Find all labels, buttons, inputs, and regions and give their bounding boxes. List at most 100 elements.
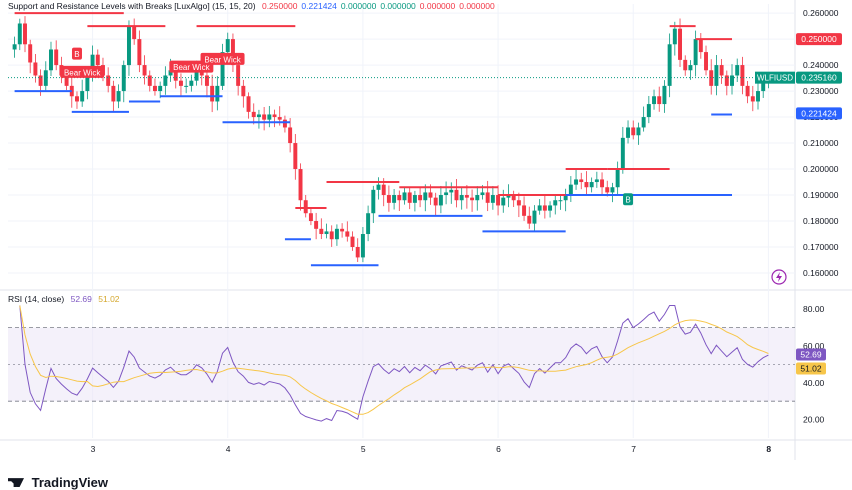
time-tick-label: 3 bbox=[91, 444, 96, 454]
price-tick-label: 0.210000 bbox=[803, 138, 839, 148]
candle-body bbox=[33, 62, 38, 76]
chart-label-box bbox=[623, 193, 634, 206]
candle-body bbox=[381, 184, 386, 196]
candle bbox=[496, 185, 501, 216]
candle-body bbox=[137, 39, 142, 66]
candle-body bbox=[184, 85, 189, 87]
candle-body bbox=[568, 184, 573, 196]
candle bbox=[350, 231, 355, 251]
candle bbox=[438, 185, 443, 214]
candle-body bbox=[371, 189, 376, 214]
candle-body bbox=[147, 75, 152, 86]
candle-body bbox=[230, 39, 235, 66]
candle-body bbox=[490, 195, 495, 203]
candle bbox=[12, 36, 17, 58]
candle-body bbox=[376, 184, 381, 190]
candle bbox=[454, 179, 459, 208]
price-badge-text: 0.235160 bbox=[801, 73, 837, 83]
chart-label-text: B bbox=[625, 196, 630, 205]
candle bbox=[605, 180, 610, 197]
candle bbox=[246, 92, 251, 119]
candle bbox=[262, 107, 267, 131]
indicator-header[interactable]: Support and Resistance Levels with Break… bbox=[8, 1, 495, 11]
rsi-header[interactable]: RSI (14, close) 52.69 51.02 bbox=[8, 294, 120, 304]
candle bbox=[152, 78, 157, 96]
chart-label-text: B bbox=[74, 50, 79, 59]
candle bbox=[641, 106, 646, 132]
candle-body bbox=[652, 96, 657, 105]
candle-body bbox=[558, 200, 563, 202]
candle bbox=[537, 199, 542, 215]
candle-body bbox=[444, 192, 449, 196]
candle bbox=[646, 95, 651, 124]
candle bbox=[444, 181, 449, 205]
candle bbox=[532, 205, 537, 232]
candle bbox=[418, 187, 423, 208]
candle-body bbox=[522, 205, 527, 216]
candle-body bbox=[615, 169, 620, 188]
candle-body bbox=[542, 205, 547, 211]
candle-body bbox=[334, 228, 339, 240]
chart-label-text: Bear Wick bbox=[64, 68, 101, 77]
candle bbox=[397, 190, 402, 211]
candle-body bbox=[111, 85, 116, 102]
candle bbox=[756, 83, 760, 110]
time-tick-label: 7 bbox=[631, 444, 636, 454]
candle-body bbox=[210, 85, 215, 102]
candle bbox=[215, 76, 220, 111]
candle-body bbox=[189, 80, 194, 86]
indicator-value-1: 0.221424 bbox=[301, 1, 337, 11]
candle-body bbox=[12, 44, 17, 50]
candle bbox=[293, 134, 298, 180]
candle-body bbox=[267, 114, 272, 120]
candle-body bbox=[428, 192, 433, 198]
candle-body bbox=[319, 228, 324, 235]
candle-body bbox=[485, 192, 490, 203]
candle-body bbox=[90, 54, 95, 76]
price-tick-label: 0.230000 bbox=[803, 86, 839, 96]
candle bbox=[329, 225, 334, 247]
candle bbox=[475, 186, 480, 211]
candle bbox=[724, 70, 729, 96]
candle bbox=[657, 86, 662, 112]
candle bbox=[340, 223, 345, 238]
chart-label-text: Bear Wick bbox=[173, 63, 210, 72]
candle-body bbox=[454, 189, 459, 201]
candle-body bbox=[459, 195, 464, 201]
candle-body bbox=[594, 179, 599, 183]
candle bbox=[579, 172, 584, 190]
candle-body bbox=[204, 75, 209, 86]
candle-body bbox=[173, 70, 178, 81]
indicator-value-4: 0.000000 bbox=[419, 1, 456, 11]
candle bbox=[620, 126, 625, 174]
price-tick-label: 0.240000 bbox=[803, 60, 839, 70]
candle bbox=[459, 187, 464, 210]
candle bbox=[282, 115, 287, 133]
price-tick-label: 0.200000 bbox=[803, 164, 839, 174]
candle bbox=[121, 60, 126, 103]
time-tick-label: 5 bbox=[361, 444, 366, 454]
candle-body bbox=[418, 195, 423, 201]
candle-body bbox=[412, 195, 417, 203]
candle bbox=[28, 39, 33, 74]
candle-body bbox=[470, 197, 475, 201]
price-badge-text: 0.250000 bbox=[801, 34, 837, 44]
candle bbox=[574, 169, 579, 190]
candle-body bbox=[740, 65, 745, 86]
candle-body bbox=[397, 195, 402, 201]
candle-body bbox=[662, 85, 667, 105]
candle-body bbox=[589, 182, 594, 188]
candle-body bbox=[480, 192, 485, 196]
candle-body bbox=[475, 195, 480, 201]
logo-text: TradingView bbox=[31, 475, 108, 490]
candle-body bbox=[215, 85, 220, 102]
candle-body bbox=[126, 26, 131, 66]
candle-body bbox=[350, 236, 355, 248]
candle-body bbox=[626, 127, 631, 138]
candle bbox=[672, 21, 677, 56]
candle-body bbox=[553, 200, 558, 206]
candle-body bbox=[579, 179, 584, 183]
indicator-title: Support and Resistance Levels with Break… bbox=[8, 1, 256, 11]
candle bbox=[126, 20, 131, 76]
